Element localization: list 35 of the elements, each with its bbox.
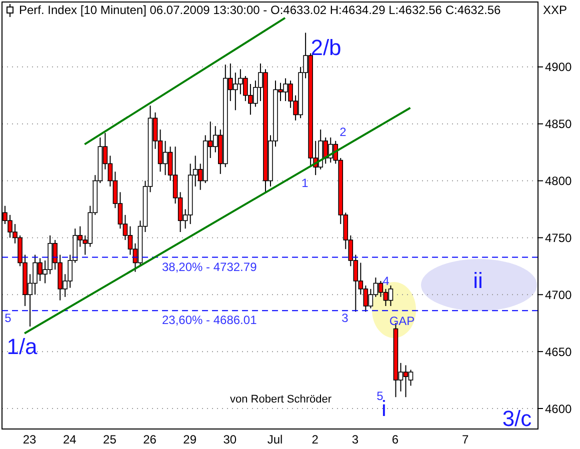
annotation: 1 [302,176,308,190]
annotation: 38,20% - 4732.79 [162,260,257,274]
y-tick-label: 4650 [545,344,572,359]
annotation: 1/a [6,334,38,359]
x-tick-label: 29 [183,432,197,447]
x-tick-label: Jul [267,432,283,447]
y-tick-label: 4600 [545,402,572,416]
annotation: ii [473,268,483,293]
x-tick-label: 26 [143,432,157,447]
x-tick-label: 7 [462,432,470,447]
x-tick-label: 25 [103,432,117,447]
x-tick-label: 6 [392,432,399,447]
y-tick-label: 4750 [545,230,572,245]
x-tick-label: 2 [312,432,319,447]
chart-title: Perf. Index [10 Minuten] 06.07.2009 13:30:00 - O:4633.02 H:4634.29 L:4632.56 C:4632.56 [19,3,501,17]
y-tick-label: 4900 [545,60,572,74]
y-tick-label: 4800 [545,174,572,188]
annotation: 3/c [502,406,532,431]
x-tick-label: 24 [62,432,77,447]
annotation: GAP [389,314,415,328]
annotation: i [382,396,386,421]
annotation: 5 [4,311,12,325]
y-tick-label: 4700 [545,288,572,302]
x-tick-label: 3 [352,432,359,447]
annotation: 3 [342,311,348,325]
annotation: 2 [340,125,346,139]
annotation: von Robert Schröder [230,394,332,406]
x-tick-label: 30 [223,432,237,447]
annotation: 2/b [310,35,342,60]
annotation: 23,60% - 4686.01 [162,313,257,327]
annotation: 4 [382,274,390,288]
y-tick-label: 4850 [545,117,572,132]
x-tick-label: 23 [22,432,37,447]
text: XXP [543,3,568,17]
annotation: 5 [376,389,384,403]
